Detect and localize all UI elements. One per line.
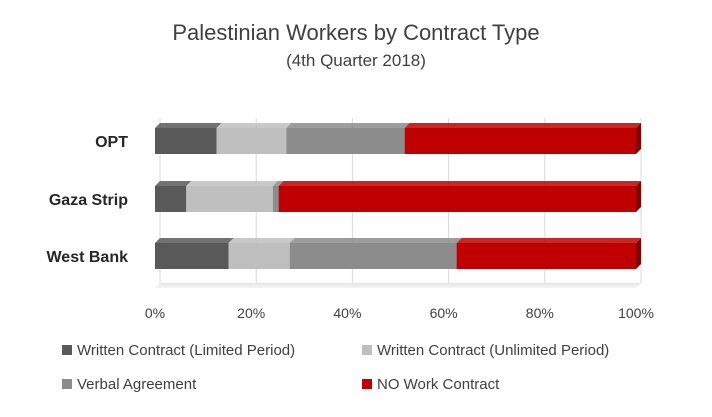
x-tick-label: 60% — [430, 305, 458, 321]
bar-segment — [155, 238, 234, 269]
x-tick-label: 80% — [526, 305, 554, 321]
x-tick-label: 40% — [333, 305, 361, 321]
bar-segment — [286, 123, 410, 154]
legend-item: Written Contract (Limited Period) — [62, 342, 295, 359]
chart-title: Palestinian Workers by Contract Type — [172, 20, 539, 45]
bar-segment — [278, 181, 641, 212]
bar-segment — [228, 238, 295, 269]
bar-segment — [289, 238, 462, 269]
category-label: OPT — [95, 134, 128, 151]
legend-label: NO Work Contract — [377, 376, 500, 393]
legend-label: Written Contract (Unlimited Period) — [377, 342, 609, 359]
legend-swatch — [362, 345, 372, 355]
legend-label: Written Contract (Limited Period) — [77, 342, 295, 359]
bar-segment — [272, 181, 284, 212]
legend-item: NO Work Contract — [362, 376, 500, 393]
x-tick-label: 0% — [145, 305, 165, 321]
category-label: West Bank — [46, 249, 128, 266]
x-axis-ticks: 0% 20% 40% 60% 80% 100% — [145, 305, 654, 321]
legend-item: Verbal Agreement — [62, 376, 197, 393]
legend-swatch — [62, 345, 72, 355]
category-labels: OPT Gaza Strip West Bank — [46, 134, 128, 266]
bar-row — [155, 123, 641, 154]
bar-segment — [155, 181, 192, 212]
bar-segment — [456, 238, 641, 269]
x-tick-label: 20% — [237, 305, 265, 321]
legend-swatch — [362, 379, 372, 389]
bar-segment — [186, 181, 278, 212]
bar-row — [155, 238, 641, 269]
bar-segment — [155, 123, 222, 154]
legend: Written Contract (Limited Period) Written… — [62, 342, 609, 393]
legend-swatch — [62, 379, 72, 389]
bar-segment — [404, 123, 641, 154]
plot-floor — [155, 283, 641, 288]
bar-row — [155, 181, 641, 212]
bar-segment — [216, 123, 292, 154]
legend-label: Verbal Agreement — [77, 376, 197, 393]
category-label: Gaza Strip — [49, 192, 128, 209]
legend-item: Written Contract (Unlimited Period) — [362, 342, 609, 359]
plot-floor-band — [155, 283, 641, 288]
x-tick-label: 100% — [618, 305, 654, 321]
chart-subtitle: (4th Quarter 2018) — [286, 51, 426, 70]
bars — [155, 123, 641, 269]
